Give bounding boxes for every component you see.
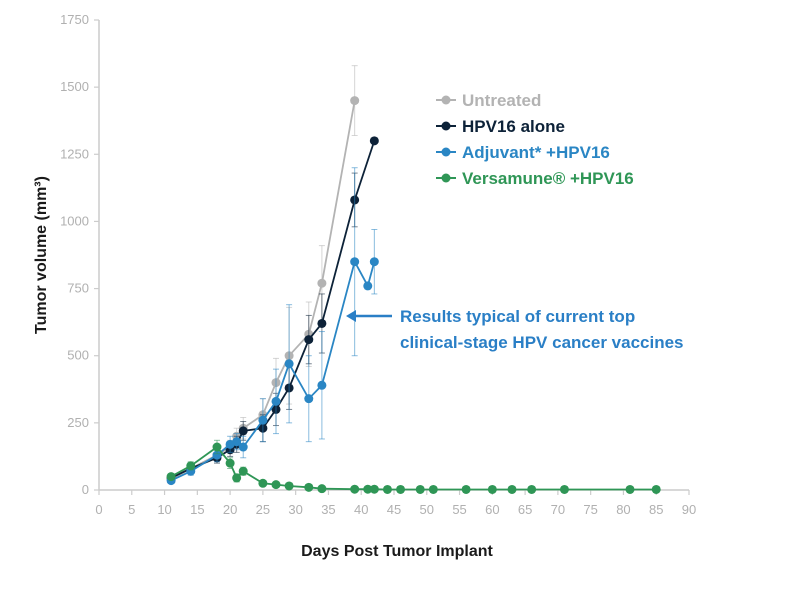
series-hpv16-alone [166,136,379,483]
data-point [238,466,248,476]
legend-label-untreated: Untreated [462,91,541,110]
legend-marker-versamune-hpv16 [441,173,451,183]
x-tick-label: 40 [354,502,368,517]
data-point [651,484,661,494]
x-ticks: 0 5 10 15 20 25 30 35 40 45 50 55 60 65 70 75 80 85 90 [95,490,696,517]
data-point [428,484,438,494]
legend-label-adjuvant-hpv16: Adjuvant* +HPV16 [462,143,610,162]
y-tick-label: 500 [67,348,89,363]
data-point [271,480,281,490]
x-tick-label: 20 [223,502,237,517]
data-point [350,257,360,267]
legend-label-hpv16-alone: HPV16 alone [462,117,565,136]
x-tick-label: 70 [551,502,565,517]
x-tick-label: 60 [485,502,499,517]
data-point [238,442,248,452]
data-point [186,461,196,471]
data-point [317,278,327,288]
data-point [284,481,294,491]
data-point [212,442,222,452]
x-tick-label: 85 [649,502,663,517]
x-tick-label: 0 [95,502,102,517]
x-tick-label: 10 [157,502,171,517]
axes [98,20,689,491]
x-tick-label: 90 [682,502,696,517]
data-point [304,482,314,492]
series-adjuvant-hpv16 [166,167,379,486]
data-point [304,335,314,345]
data-point [507,484,517,494]
data-point [317,318,327,328]
data-point [238,426,248,436]
x-tick-label: 55 [452,502,466,517]
data-point [363,484,373,494]
y-axis-title: Tumor volume (mm³) [33,176,50,334]
data-point [304,394,314,404]
x-tick-label: 45 [387,502,401,517]
y-ticks: 0 250 500 750 1000 1250 1500 1750 [60,12,99,497]
data-point [232,473,242,483]
annotation-line-2: clinical-stage HPV cancer vaccines [400,333,684,352]
data-point [232,437,242,447]
series-versamune-hpv16 [166,439,661,494]
legend: Untreated HPV16 alone Adjuvant* +HPV16 V… [436,91,634,188]
y-tick-label: 1000 [60,213,89,228]
data-point [369,136,379,146]
x-tick-label: 15 [190,502,204,517]
data-point [625,484,635,494]
data-point [382,484,392,494]
data-point [166,472,176,482]
annotation-line-1: Results typical of current top [400,307,635,326]
data-point [369,484,379,494]
legend-marker-untreated [441,95,451,105]
legend-item-adjuvant-hpv16: Adjuvant* +HPV16 [436,143,610,162]
legend-marker-adjuvant-hpv16 [441,147,451,157]
data-point [487,484,497,494]
data-point [396,484,406,494]
data-point [284,359,294,369]
x-axis-title: Days Post Tumor Implant [301,543,493,560]
data-point [258,478,268,488]
y-tick-label: 1250 [60,146,89,161]
data-point [317,380,327,390]
data-point [350,484,360,494]
annotation-arrowhead [346,310,356,322]
data-point [369,257,379,267]
x-tick-label: 25 [256,502,270,517]
data-point [350,96,360,106]
y-tick-label: 1500 [60,79,89,94]
series-line [170,140,376,479]
x-tick-label: 80 [616,502,630,517]
data-point [225,458,235,468]
annotation: Results typical of current top clinical-… [346,307,684,352]
data-point [363,281,373,291]
legend-item-versamune-hpv16: Versamune® +HPV16 [436,169,634,188]
series-layer [166,65,661,494]
data-point [527,484,537,494]
x-tick-label: 35 [321,502,335,517]
y-tick-label: 0 [82,482,89,497]
data-point [258,415,268,425]
series-line [170,259,376,482]
x-tick-label: 30 [288,502,302,517]
y-tick-label: 1750 [60,12,89,27]
data-point [559,484,569,494]
y-tick-label: 250 [67,415,89,430]
legend-marker-hpv16-alone [441,121,451,131]
legend-label-versamune-hpv16: Versamune® +HPV16 [462,169,634,188]
x-tick-label: 65 [518,502,532,517]
legend-item-hpv16-alone: HPV16 alone [436,117,565,136]
x-tick-label: 75 [583,502,597,517]
data-point [271,396,281,406]
x-tick-label: 50 [420,502,434,517]
data-point [317,484,327,494]
x-tick-label: 5 [128,502,135,517]
data-point [212,450,222,460]
y-tick-label: 750 [67,281,89,296]
legend-item-untreated: Untreated [436,91,541,110]
data-point [415,484,425,494]
data-point [461,484,471,494]
